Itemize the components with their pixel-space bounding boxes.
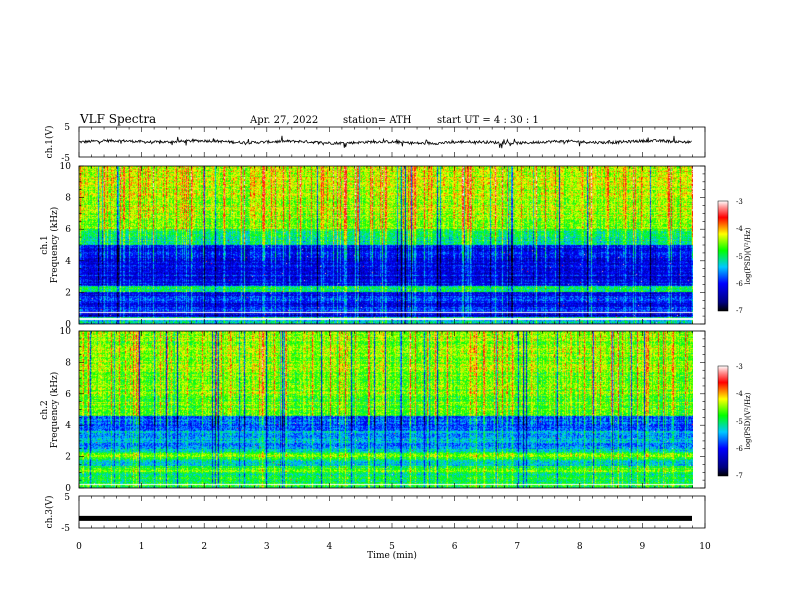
ch1-cbar-tick-m7: -7 [736,307,743,315]
ch2-cbar-tick-m6: -6 [736,445,743,453]
ch2-cbar-tick-m7: -7 [736,472,743,480]
x-tick-label: 4 [327,542,333,552]
ch1-waveform-line [78,135,692,149]
ch1-colorbar-label: log(PSD)(V²/Hz) [744,227,752,284]
y-tick-label: 6 [65,390,71,400]
ch1-spectrogram-ylabel: ch.1 [40,235,50,254]
ch2-cbar-tick-m3: -3 [736,363,743,371]
ch3-ytick-bottom: -5 [61,524,70,534]
ch1-colorbar [717,200,729,312]
ch1-cbar-tick-m4: -4 [736,225,743,233]
x-tick-label: 6 [452,542,458,552]
x-tick-label: 9 [640,542,646,552]
ch1-cbar-tick-m3: -3 [736,198,743,206]
x-tick-label: 1 [139,542,145,552]
x-tick-label: 8 [577,542,583,552]
ch1-cbar-tick-m6: -6 [736,280,743,288]
y-tick-label: 0 [65,484,71,494]
ch1-waveform-ylabel: ch.1(V) [44,126,55,159]
y-tick-label: 0 [65,320,71,330]
date-label: Apr. 27, 2022 [249,115,318,126]
ch3-ytick-top: 5 [64,493,70,503]
y-tick-label: 6 [65,225,71,235]
ch1-spectrogram-panel: 0 2 4 6 8 10 ch.1 Frequency (kHz) -3 -4 -5 -6… [40,162,752,330]
station-label: station= ATH [343,115,412,126]
ch2-colorbar [717,365,729,477]
ch1-waveform-panel: 5 -5 ch.1(V) [44,123,706,164]
y-tick-label: 10 [60,162,72,172]
y-tick-label: 8 [65,358,71,368]
y-tick-label: 8 [65,194,71,204]
x-tick-label: 3 [264,542,270,552]
y-tick-label: 2 [65,453,71,463]
x-tick-label: 10 [699,542,711,552]
ch1-cbar-tick-m5: -5 [736,253,743,261]
y-tick-label: 4 [65,421,71,431]
ch2-frequency-label: Frequency (kHz) [49,372,60,449]
x-tick-label: 7 [514,542,520,552]
y-tick-label: 4 [65,257,71,267]
y-tick-label: 10 [60,327,72,337]
ch2-spectrogram-heatmap [79,331,693,488]
start-time-label: start UT = 4 : 30 : 1 [437,115,539,126]
y-tick-label: 2 [65,288,71,298]
x-tick-label: 5 [389,542,395,552]
ch2-cbar-tick-m4: -4 [736,390,743,398]
x-axis-label: Time (min) [367,550,417,561]
ch2-cbar-tick-m5: -5 [736,418,743,426]
ch2-spectrogram-panel: 0 2 4 6 8 10 ch.2 Frequency (kHz) -3 -4 -5 -6… [40,327,752,494]
ch1-ytick-bottom: -5 [61,154,70,164]
x-tick-label: 0 [76,542,82,552]
ch1-frequency-label: Frequency (kHz) [49,207,60,284]
ch2-colorbar-label: log(PSD)(V²/Hz) [744,392,752,449]
ch1-spectrogram-heatmap [79,166,693,324]
ch1-ytick-top: 5 [64,123,70,133]
ch3-waveform-panel: 5 -5 ch.3(V) 0 1 2 3 4 5 6 7 8 9 10 Time (min) [44,493,711,561]
figure-title: VLF Spectra [79,112,156,126]
ch2-spectrogram-ylabel: ch.2 [40,400,50,419]
ch3-waveform-ylabel: ch.3(V) [44,496,55,529]
x-tick-label: 2 [201,542,207,552]
x-axis-tick-labels: 0 1 2 3 4 5 6 7 8 9 10 [76,542,711,552]
